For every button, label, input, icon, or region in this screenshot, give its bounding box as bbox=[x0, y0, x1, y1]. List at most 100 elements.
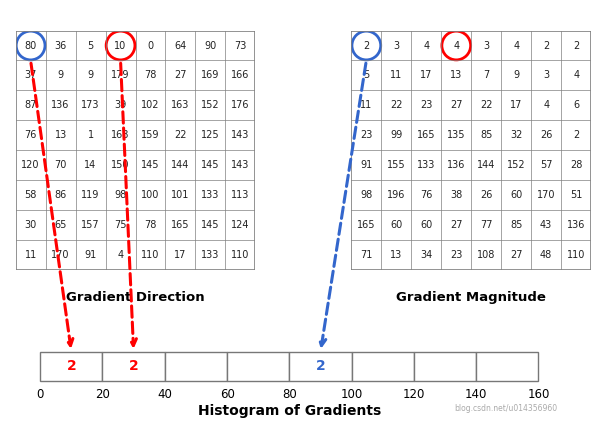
Text: 39: 39 bbox=[115, 100, 127, 110]
Text: 11: 11 bbox=[390, 71, 402, 81]
Text: 64: 64 bbox=[174, 41, 187, 51]
Text: 43: 43 bbox=[540, 220, 553, 230]
Text: 80: 80 bbox=[25, 41, 37, 51]
Text: 110: 110 bbox=[231, 250, 249, 260]
Text: 22: 22 bbox=[390, 100, 402, 110]
Text: 2: 2 bbox=[67, 359, 76, 373]
Text: 11: 11 bbox=[25, 250, 37, 260]
Text: 71: 71 bbox=[360, 250, 373, 260]
Text: 135: 135 bbox=[447, 130, 466, 140]
Text: 2: 2 bbox=[315, 359, 325, 373]
Text: 2: 2 bbox=[363, 41, 370, 51]
Text: 17: 17 bbox=[420, 71, 432, 81]
Text: 108: 108 bbox=[477, 250, 495, 260]
Text: 7: 7 bbox=[483, 71, 489, 81]
Text: 160: 160 bbox=[527, 388, 549, 401]
Bar bbox=[40, 352, 102, 381]
Text: 4: 4 bbox=[423, 41, 429, 51]
Text: 120: 120 bbox=[403, 388, 425, 401]
Text: 152: 152 bbox=[201, 100, 220, 110]
Text: 1: 1 bbox=[87, 130, 94, 140]
Bar bbox=[227, 352, 290, 381]
Text: 155: 155 bbox=[387, 160, 405, 170]
Text: 11: 11 bbox=[360, 100, 373, 110]
Text: 110: 110 bbox=[567, 250, 585, 260]
Text: 173: 173 bbox=[81, 100, 100, 110]
Text: 4: 4 bbox=[543, 100, 549, 110]
Text: 36: 36 bbox=[54, 41, 67, 51]
Text: 100: 100 bbox=[141, 191, 160, 201]
Text: 80: 80 bbox=[282, 388, 297, 401]
Text: 60: 60 bbox=[510, 191, 522, 201]
Text: 9: 9 bbox=[513, 71, 519, 81]
Text: 166: 166 bbox=[231, 71, 249, 81]
Text: 23: 23 bbox=[420, 100, 432, 110]
Text: 152: 152 bbox=[507, 160, 525, 170]
Text: 40: 40 bbox=[157, 388, 172, 401]
Text: 3: 3 bbox=[543, 71, 549, 81]
Text: 4: 4 bbox=[573, 71, 579, 81]
Text: 77: 77 bbox=[480, 220, 492, 230]
Text: 170: 170 bbox=[51, 250, 70, 260]
Text: 23: 23 bbox=[360, 130, 373, 140]
Text: Gradient Magnitude: Gradient Magnitude bbox=[396, 291, 546, 304]
Text: 3: 3 bbox=[393, 41, 399, 51]
Text: Histogram of Gradients: Histogram of Gradients bbox=[198, 404, 381, 418]
Text: 5: 5 bbox=[87, 41, 94, 51]
Text: 140: 140 bbox=[465, 388, 487, 401]
Text: 133: 133 bbox=[201, 191, 220, 201]
Bar bbox=[290, 352, 352, 381]
Text: 30: 30 bbox=[25, 220, 37, 230]
Text: 70: 70 bbox=[54, 160, 67, 170]
Text: 133: 133 bbox=[201, 250, 220, 260]
Text: 37: 37 bbox=[25, 71, 37, 81]
Text: 157: 157 bbox=[81, 220, 100, 230]
Text: 60: 60 bbox=[220, 388, 235, 401]
Text: 143: 143 bbox=[231, 160, 249, 170]
Text: 4: 4 bbox=[513, 41, 519, 51]
Text: 144: 144 bbox=[477, 160, 495, 170]
Text: 101: 101 bbox=[171, 191, 190, 201]
Text: 145: 145 bbox=[201, 220, 220, 230]
Text: 57: 57 bbox=[540, 160, 553, 170]
Text: 119: 119 bbox=[81, 191, 100, 201]
Text: 3: 3 bbox=[483, 41, 489, 51]
Text: 10: 10 bbox=[115, 41, 127, 51]
Text: 113: 113 bbox=[231, 191, 249, 201]
Text: 76: 76 bbox=[25, 130, 37, 140]
Text: 176: 176 bbox=[231, 100, 249, 110]
Text: 22: 22 bbox=[174, 130, 187, 140]
Bar bbox=[414, 352, 476, 381]
Text: 99: 99 bbox=[390, 130, 402, 140]
Text: 87: 87 bbox=[25, 100, 37, 110]
Bar bbox=[165, 352, 227, 381]
Text: 27: 27 bbox=[450, 220, 463, 230]
Text: 100: 100 bbox=[341, 388, 363, 401]
Text: 4: 4 bbox=[453, 41, 460, 51]
Text: 102: 102 bbox=[141, 100, 160, 110]
Text: 98: 98 bbox=[360, 191, 373, 201]
Text: 85: 85 bbox=[480, 130, 492, 140]
Text: 22: 22 bbox=[480, 100, 492, 110]
Text: 2: 2 bbox=[543, 41, 549, 51]
Text: 27: 27 bbox=[450, 100, 463, 110]
Bar bbox=[102, 352, 165, 381]
Text: 13: 13 bbox=[450, 71, 463, 81]
Text: Gradient Direction: Gradient Direction bbox=[66, 291, 205, 304]
Text: 85: 85 bbox=[510, 220, 522, 230]
Text: 78: 78 bbox=[144, 71, 156, 81]
Text: 78: 78 bbox=[144, 220, 156, 230]
Text: 86: 86 bbox=[54, 191, 67, 201]
Text: 163: 163 bbox=[171, 100, 190, 110]
Text: 34: 34 bbox=[420, 250, 432, 260]
Bar bbox=[476, 352, 538, 381]
Text: 90: 90 bbox=[205, 41, 217, 51]
Text: 136: 136 bbox=[447, 160, 466, 170]
Text: 143: 143 bbox=[231, 130, 249, 140]
Text: 169: 169 bbox=[201, 71, 220, 81]
Text: 144: 144 bbox=[171, 160, 190, 170]
Text: 28: 28 bbox=[570, 160, 582, 170]
Text: 27: 27 bbox=[510, 250, 522, 260]
Text: 17: 17 bbox=[174, 250, 187, 260]
Text: 0: 0 bbox=[36, 388, 44, 401]
